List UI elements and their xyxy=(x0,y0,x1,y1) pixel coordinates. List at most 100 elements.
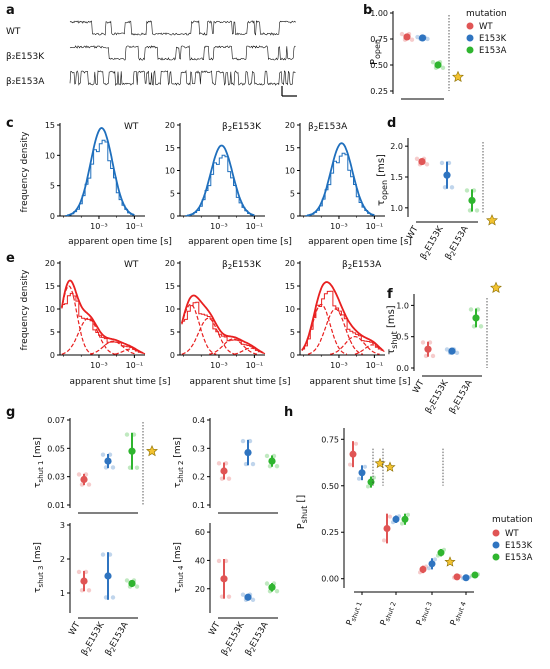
g1-point-WT xyxy=(220,467,228,475)
f-point-faint xyxy=(478,324,484,329)
g3-point-faint xyxy=(274,588,280,594)
h-legend-marker-WT xyxy=(492,529,500,537)
h-point-faint xyxy=(357,476,361,481)
h-point-E153A-4 xyxy=(471,571,479,579)
g2-point-faint xyxy=(100,552,106,557)
h-legend-title: mutation xyxy=(492,515,533,525)
e0-component-1 xyxy=(61,285,93,355)
h-xtick-label: Pshut 4 xyxy=(449,600,468,628)
legend-label-E153K: E153K xyxy=(479,34,507,44)
g1-point-faint xyxy=(250,461,256,467)
b-point-faint xyxy=(440,65,446,71)
g3-point-faint xyxy=(240,592,246,597)
b-ylabel: Popen xyxy=(369,39,382,65)
h-point-WT-1 xyxy=(349,450,357,458)
h-point-faint xyxy=(382,538,386,543)
e0-title: WT xyxy=(124,260,139,270)
e0-xtick-label: 10⁻³ xyxy=(90,361,108,370)
f-point-faint xyxy=(430,353,436,359)
g1-point-faint xyxy=(216,461,222,466)
d-ytick-label: 1.5 xyxy=(390,173,403,182)
d-xtick-label: β2E153K xyxy=(419,224,447,262)
c2-ytick-label: 0 xyxy=(290,212,295,221)
d-point-E153K xyxy=(443,171,451,179)
h-point-WT-4 xyxy=(453,573,461,581)
h-point-faint xyxy=(400,521,404,526)
d-sig-star xyxy=(486,214,498,226)
h-point-E153A-2 xyxy=(401,515,409,523)
e-xlabel: apparent shut time [s] xyxy=(70,377,171,387)
f-point-WT xyxy=(424,345,432,353)
e0-ytick-label: 5 xyxy=(50,328,55,337)
e0-ytick-label: 0 xyxy=(50,351,55,360)
e2-fit-curve xyxy=(301,281,384,352)
g2-point-faint xyxy=(86,588,92,593)
h-point-E153K-1 xyxy=(358,469,366,477)
e-ylabel: frequency density xyxy=(20,269,30,351)
g1-point-faint xyxy=(264,453,270,459)
c-ylabel: frequency density xyxy=(20,131,30,213)
b-point-E153K xyxy=(418,34,427,42)
e0-ytick-label: 20 xyxy=(45,259,55,268)
b-point-faint xyxy=(430,59,436,65)
h-point-faint xyxy=(366,484,370,489)
c1-ytick-label: 5 xyxy=(170,189,175,198)
h-point-E153K-4 xyxy=(462,574,470,582)
b-point-faint xyxy=(425,36,430,42)
d-point-faint xyxy=(464,188,470,193)
legend-marker-E153K xyxy=(466,34,474,42)
f-point-faint xyxy=(468,307,474,312)
b-point-faint xyxy=(415,34,420,40)
e2-component-3 xyxy=(329,335,380,355)
g3-xtick-label: β2E153A xyxy=(243,620,271,658)
legend-marker-WT xyxy=(466,22,474,30)
c2-histogram xyxy=(305,152,374,217)
h-point-E153K-2 xyxy=(392,515,400,523)
e2-component-1 xyxy=(301,303,348,355)
d-point-faint xyxy=(414,156,420,162)
c1-ytick-label: 20 xyxy=(165,121,175,130)
trace-label-1: β₂E153K xyxy=(6,52,45,62)
e1-ytick-label: 20 xyxy=(165,259,175,268)
g0-point-faint xyxy=(86,482,92,487)
g2-point-faint xyxy=(124,578,130,583)
h-point-E153K-3 xyxy=(428,560,436,568)
e2-ytick-label: 10 xyxy=(285,305,295,314)
c0-ytick-label: 10 xyxy=(45,151,55,160)
c1-ytick-label: 10 xyxy=(165,167,175,176)
g1-ytick-label: 0.4 xyxy=(192,416,205,425)
h-point-E153A-3 xyxy=(437,549,445,557)
f-point-faint xyxy=(420,340,426,345)
legend-title: mutation xyxy=(466,9,507,19)
c2-ytick-label: 10 xyxy=(285,167,295,176)
h-legend-marker-E153A xyxy=(492,553,500,561)
h-point-faint xyxy=(406,512,410,517)
c1-ytick-label: 15 xyxy=(165,144,175,153)
b-point-faint xyxy=(399,31,405,37)
b-point-E153A xyxy=(434,61,442,69)
g3-ytick-label: 20 xyxy=(195,585,205,594)
e1-component-1 xyxy=(181,303,217,355)
e1-histogram xyxy=(181,301,262,353)
legend-label-WT: WT xyxy=(479,22,493,32)
e1-xtick-label: 10⁻¹ xyxy=(246,361,264,370)
panel-letter-d: d xyxy=(387,116,396,131)
f-ylabel: τshut [ms] xyxy=(386,305,399,355)
g2-point-E153K xyxy=(104,572,112,580)
e1-ytick-label: 5 xyxy=(170,328,175,337)
f-sig-star xyxy=(490,281,502,294)
e2-ytick-label: 20 xyxy=(285,259,295,268)
h-sig-star xyxy=(374,457,386,469)
c1-ytick-label: 0 xyxy=(170,212,175,221)
g3-point-E153A xyxy=(268,583,276,591)
f-xtick-label: WT xyxy=(411,378,427,395)
g0-ytick-label: 0.05 xyxy=(47,444,65,453)
g3-ylabel: τshut 4 [ms] xyxy=(173,542,185,593)
panel-letter-h: h xyxy=(284,405,293,420)
h-legend-label-E153A: E153A xyxy=(505,553,533,563)
d-point-E153A xyxy=(468,196,476,205)
f-ytick-label: 1.0 xyxy=(396,301,409,310)
g0-point-E153A xyxy=(128,447,136,455)
e0-component-3 xyxy=(89,340,137,355)
g3-ytick-label: 60 xyxy=(195,528,205,537)
